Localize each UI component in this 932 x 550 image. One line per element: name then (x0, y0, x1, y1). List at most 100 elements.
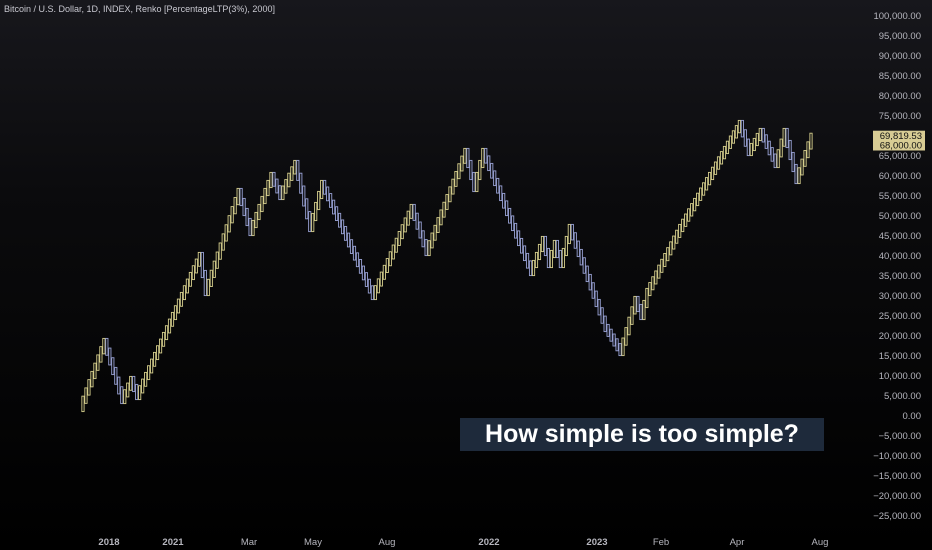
renko-brick-down (120, 386, 124, 405)
renko-brick-up (90, 370, 94, 388)
renko-brick-up (552, 239, 556, 259)
renko-brick-up (126, 382, 130, 398)
renko-brick-up (481, 147, 485, 169)
renko-brick-down (746, 138, 750, 157)
renko-brick-up (687, 208, 691, 222)
renko-brick-down (346, 232, 351, 248)
renko-brick-down (528, 260, 533, 277)
renko-brick-up (460, 155, 464, 172)
renko-brick-down (520, 237, 524, 254)
renko-brick-down (496, 177, 500, 194)
renko-brick-up (693, 197, 697, 212)
renko-brick-down (472, 171, 476, 193)
x-tick-label: 2021 (162, 537, 184, 548)
renko-brick-up (87, 379, 91, 396)
renko-brick-down (493, 170, 497, 187)
renko-brick-up (800, 158, 804, 176)
renko-brick-up (317, 190, 321, 211)
renko-brick-down (352, 245, 357, 261)
renko-brick-up (394, 237, 398, 253)
renko-brick-down (272, 171, 276, 187)
renko-brick-up (651, 276, 655, 291)
renko-brick-down (508, 207, 512, 224)
time-axis: 2018 2021 Mar May Aug 2022 2023 Feb Apr Aug (98, 537, 828, 548)
renko-brick-up (782, 127, 786, 147)
renko-brick-down (466, 147, 470, 169)
renko-brick-up (475, 171, 479, 193)
renko-brick-up (224, 224, 228, 242)
y-tick-label: 95,000.00 (879, 31, 921, 42)
renko-brick-up (158, 338, 163, 354)
renko-brick-up (705, 177, 709, 191)
renko-brick-up (373, 285, 377, 301)
renko-brick-up (144, 371, 148, 387)
renko-brick-up (776, 149, 780, 169)
renko-brick-up (287, 172, 291, 188)
renko-brick-up (173, 305, 178, 321)
renko-brick-up (427, 240, 431, 257)
renko-brick-down (639, 303, 643, 321)
renko-brick-down (111, 357, 115, 376)
renko-brick-down (349, 239, 354, 254)
renko-brick-up (221, 233, 225, 251)
renko-brick-up (257, 203, 261, 221)
renko-brick-up (123, 389, 127, 405)
renko-brick-down (338, 212, 342, 228)
renko-brick-down (490, 162, 494, 179)
renko-brick-down (740, 119, 744, 138)
renko-brick-up (707, 171, 712, 186)
renko-brick-up (388, 251, 392, 267)
renko-brick-down (239, 187, 243, 207)
renko-brick-down (576, 240, 580, 258)
renko-brick-up (284, 179, 288, 194)
y-tick-label: −25,000.00 (873, 511, 921, 522)
renko-brick-up (684, 213, 688, 227)
renko-brick-up (713, 161, 718, 175)
renko-brick-up (266, 179, 270, 197)
renko-brick-down (117, 376, 121, 395)
renko-brick-down (361, 265, 366, 281)
renko-brick-up (669, 241, 673, 256)
renko-brick-down (743, 129, 747, 147)
renko-brick-down (525, 252, 530, 269)
renko-brick-down (370, 285, 374, 301)
renko-brick-down (200, 251, 204, 279)
reference-price-tag: 68,000.00 (880, 140, 922, 151)
renko-brick-up (167, 318, 172, 334)
renko-brick-up (382, 264, 386, 280)
renko-brick-down (242, 197, 246, 217)
renko-brick-up (141, 378, 145, 394)
renko-brick-down (543, 235, 548, 257)
renko-brick-up (400, 224, 404, 240)
renko-brick-up (185, 278, 189, 294)
renko-brick-up (457, 163, 461, 180)
renko-brick-up (725, 140, 730, 155)
renko-bricks (81, 119, 813, 413)
renko-brick-down (573, 232, 577, 249)
y-tick-label: 15,000.00 (879, 351, 921, 362)
renko-brick-up (564, 235, 568, 257)
renko-brick-up (660, 258, 664, 273)
renko-brick-up (397, 231, 401, 246)
renko-brick-down (302, 185, 306, 207)
renko-brick-up (806, 141, 810, 159)
renko-brick-up (409, 203, 413, 219)
renko-brick-down (523, 245, 527, 262)
y-tick-label: −10,000.00 (873, 451, 921, 462)
renko-brick-up (251, 219, 255, 237)
renko-brick-up (206, 278, 210, 297)
renko-brick-down (132, 375, 136, 393)
renko-brick-down (591, 282, 595, 299)
renko-brick-up (463, 147, 467, 164)
renko-brick-up (212, 260, 216, 278)
renko-brick-down (355, 252, 360, 268)
renko-brick-down (421, 230, 425, 248)
renko-brick-up (696, 192, 700, 207)
renko-brick-up (681, 218, 685, 233)
renko-brick-down (105, 337, 109, 356)
renko-brick-up (129, 375, 133, 391)
renko-brick-up (755, 132, 759, 147)
renko-brick-up (102, 337, 106, 355)
renko-brick-up (567, 223, 571, 245)
